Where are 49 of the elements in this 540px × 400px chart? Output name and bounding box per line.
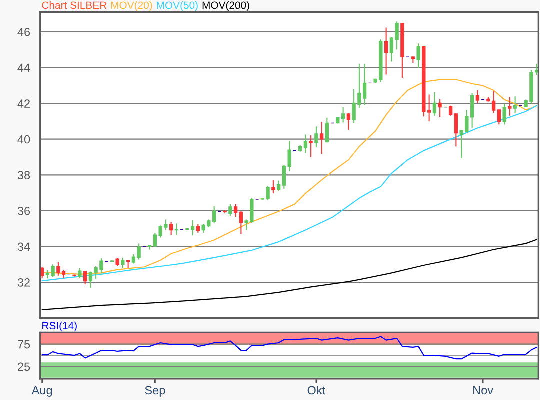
candlestick — [325, 117, 330, 144]
candlestick — [416, 43, 420, 69]
text: MOV(50) — [157, 1, 198, 12]
y-tick-label: 36 — [18, 206, 30, 216]
candlestick — [438, 98, 442, 118]
y-tick-label: 25 — [18, 362, 30, 372]
candlestick — [169, 222, 174, 236]
candlestick — [448, 105, 453, 116]
candlestick — [476, 90, 480, 104]
y-tick-label: 42 — [18, 100, 30, 108]
candlestick — [78, 268, 82, 280]
candlestick — [234, 204, 238, 218]
candlestick — [502, 103, 506, 126]
candlestick — [174, 223, 179, 236]
candlestick — [309, 134, 313, 158]
y-tick-label: 40 — [18, 135, 30, 144]
text: MOV(20) — [111, 1, 152, 12]
candlestick — [239, 211, 244, 235]
candlestick — [276, 180, 281, 192]
text: Chart SILBER — [42, 1, 107, 10]
candlestick — [272, 180, 276, 194]
candlestick — [508, 96, 512, 116]
candlestick — [314, 126, 318, 148]
candlestick — [121, 257, 125, 269]
y-tick-label: 38 — [18, 171, 30, 180]
candlestick — [228, 204, 232, 217]
candlestick — [304, 134, 308, 154]
x-tick-label: Aug — [32, 386, 52, 397]
y-tick-label: 46 — [18, 28, 30, 36]
line-series — [42, 336, 538, 360]
line-series — [42, 105, 538, 282]
x-tick-label: Okt — [308, 386, 326, 395]
text: MOV(200) — [202, 1, 250, 12]
y-tick-label: 34 — [18, 242, 30, 252]
candlestick — [83, 270, 88, 285]
candlestick — [320, 121, 324, 155]
y-tick-label: 44 — [18, 64, 30, 72]
text: RSI(14) — [42, 322, 77, 332]
candlestick — [454, 112, 458, 148]
candlestick — [513, 96, 518, 114]
y-tick-label: 32 — [18, 278, 30, 287]
line-series — [42, 239, 538, 310]
candlestick — [432, 92, 437, 116]
x-tick-label: Nov — [474, 386, 494, 395]
candlestick — [384, 27, 388, 76]
x-tick-label: Sep — [145, 386, 166, 397]
candlestick — [497, 109, 502, 126]
y-tick-label: 75 — [18, 340, 30, 349]
candlestick — [346, 112, 351, 131]
